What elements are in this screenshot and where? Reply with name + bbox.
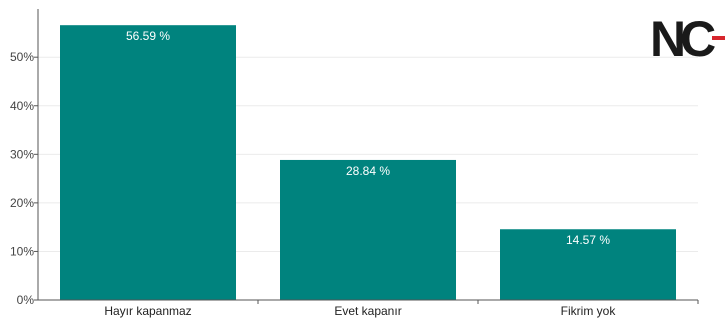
bar-value-label: 56.59 % [126,29,170,43]
bars: 56.59 % 28.84 % 14.57 % [60,25,676,301]
logo: NC [650,11,725,67]
logo-accent-mark [712,36,725,40]
y-axis: 0% 10% 20% 30% 40% 50% [10,9,39,307]
y-tick-label: 40% [10,99,34,113]
y-tick-label: 50% [10,50,34,64]
bar-value-label: 28.84 % [346,164,390,178]
x-category-label: Fikrim yok [561,304,617,318]
x-category-label: Evet kapanır [334,304,401,318]
logo-text: NC [650,11,715,67]
bar [280,159,456,300]
y-tick-label: 10% [10,244,34,258]
y-tick-label: 0% [17,293,35,307]
bar [500,229,676,300]
y-tick-label: 20% [10,196,34,210]
bar [60,25,236,301]
y-tick-label: 30% [10,147,34,161]
bar-value-label: 14.57 % [566,233,610,247]
x-category-label: Hayır kapanmaz [104,304,191,318]
x-axis: Hayır kapanmaz Evet kapanır Fikrim yok [38,299,699,318]
